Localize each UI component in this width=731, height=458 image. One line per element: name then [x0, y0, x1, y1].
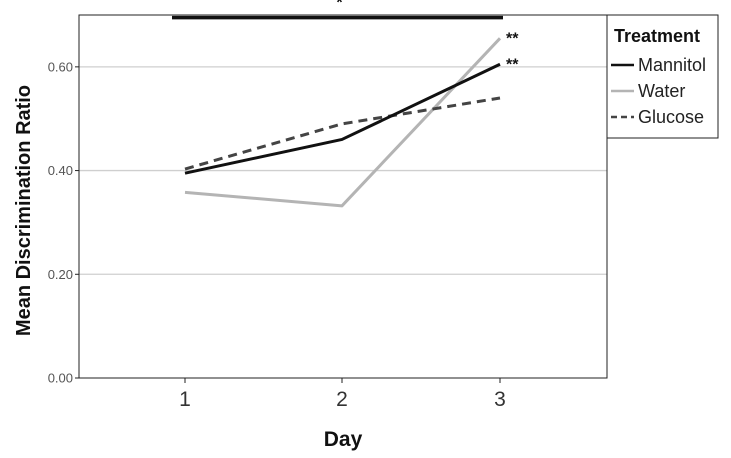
legend: Treatment Mannitol Water Glucose	[606, 14, 719, 139]
plot-frame	[78, 14, 608, 379]
x-axis-title: Day	[324, 428, 363, 451]
y-tick-label: 0.20	[48, 267, 73, 282]
series-line-glucose	[184, 96, 501, 171]
legend-items: Mannitol Water Glucose	[611, 55, 706, 127]
y-tick-label: 0.60	[48, 59, 73, 74]
significance-marker: *	[336, 0, 343, 12]
y-axis-ticks: 0.00 0.20 0.40 0.60	[48, 59, 79, 386]
y-tick-label: 0.00	[48, 371, 73, 386]
x-tick-label: 1	[179, 388, 191, 411]
legend-title: Treatment	[614, 26, 700, 46]
x-axis-ticks: 1 2 3	[179, 378, 506, 411]
annotations: *****	[172, 0, 519, 73]
x-tick-label: 2	[336, 388, 348, 411]
series-line-mannitol	[184, 62, 501, 175]
significance-marker: **	[506, 56, 519, 73]
legend-label-mannitol: Mannitol	[638, 55, 706, 75]
significance-marker: **	[506, 30, 519, 47]
legend-label-glucose: Glucose	[638, 107, 704, 127]
gridlines	[79, 66, 607, 275]
y-axis-title: Mean Discrimination Ratio	[13, 85, 35, 336]
y-tick-label: 0.40	[48, 163, 73, 178]
legend-label-water: Water	[638, 81, 685, 101]
series-line-water	[184, 37, 502, 208]
x-tick-label: 3	[494, 388, 506, 411]
series-lines	[184, 37, 502, 208]
